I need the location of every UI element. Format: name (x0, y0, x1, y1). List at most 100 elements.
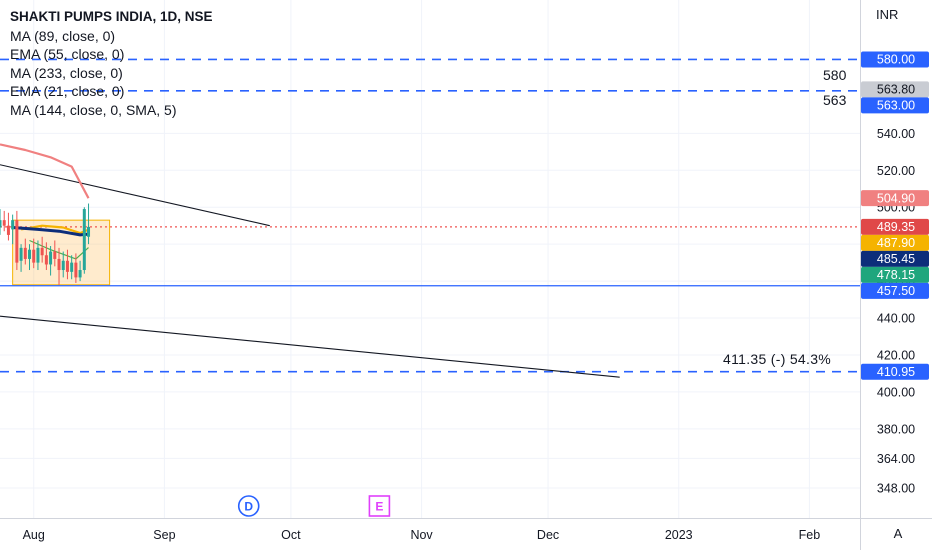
candle-body (28, 249, 32, 259)
candlestick[interactable] (70, 255, 74, 280)
earnings-marker-box (368, 495, 391, 517)
price-axis-tick-label: 440.00 (877, 312, 915, 326)
time-axis-tick-label: Dec (537, 528, 559, 542)
candlestick[interactable] (44, 242, 48, 271)
time-axis-tick-label: Oct (281, 528, 301, 542)
trendlines-layer[interactable] (0, 164, 620, 378)
indicator-ema21-label[interactable]: EMA (21, close, 0) (10, 83, 125, 99)
candle-body (49, 251, 53, 265)
candle-body (61, 260, 65, 271)
candlestick[interactable] (2, 210, 6, 232)
candlestick[interactable] (65, 249, 69, 280)
price-badge-label: 580.00 (877, 53, 915, 67)
candlestick[interactable] (78, 260, 82, 282)
price-badge: 489.35 (861, 218, 929, 235)
candle-body (57, 258, 61, 271)
price-badge-label: 457.50 (877, 284, 915, 298)
candlestick[interactable] (82, 207, 86, 274)
earnings-event-marker[interactable]: E (368, 495, 391, 517)
chart-grid (0, 0, 860, 518)
candlestick[interactable] (49, 246, 53, 276)
indicator-ma144-label[interactable]: MA (144, close, 0, SMA, 5) (10, 101, 177, 118)
trendline[interactable] (0, 164, 270, 227)
candlestick[interactable] (57, 247, 61, 285)
candle-body (2, 220, 6, 226)
candlestick[interactable] (19, 244, 23, 272)
candlestick[interactable] (28, 244, 32, 271)
price-badge: 410.95 (861, 363, 929, 380)
price-badges-layer: 580.00 563.80 563.00 504.90 489.35 487.90 485.… (861, 51, 929, 380)
candlestick[interactable] (40, 236, 44, 263)
candle-body (23, 247, 27, 259)
candlestick[interactable] (36, 240, 40, 271)
price-badge-label: 504.90 (877, 191, 915, 205)
price-badge-background (861, 250, 929, 267)
price-axis-tick-label: 540.00 (877, 127, 915, 141)
dividend-event-marker[interactable]: D (237, 495, 260, 517)
candlesticks-layer[interactable] (0, 203, 91, 285)
candle-body (32, 249, 36, 263)
indicator-ma233-label[interactable]: MA (233, close, 0) (10, 64, 123, 81)
candle-body (53, 251, 57, 259)
price-badge-label: 478.15 (877, 268, 915, 282)
price-axis-tick-label: 364.00 (877, 452, 915, 466)
level-580-note: 580 (823, 67, 847, 83)
candlestick[interactable] (32, 238, 36, 269)
indicator-ema55-label[interactable]: EMA (55, close, 0) (10, 46, 125, 62)
price-axis-tick-label: 380.00 (877, 422, 915, 436)
price-badge: 563.00 (861, 97, 929, 114)
price-badge: 504.90 (861, 190, 929, 207)
candlestick[interactable] (0, 209, 2, 235)
price-badge-label: 563.00 (877, 99, 915, 113)
candlestick[interactable] (11, 214, 15, 245)
indicator-ma89-label[interactable]: MA (89, close, 0) (10, 27, 116, 44)
candle-body (40, 247, 44, 256)
price-axis-tick-label: 400.00 (877, 385, 915, 399)
price-axis-tick-label: 520.00 (877, 164, 915, 178)
candle-body (19, 247, 23, 261)
candle-body (87, 226, 91, 237)
candle-body (78, 270, 82, 278)
target-projection-text: 411.35 (-) 54.3% (723, 351, 832, 367)
price-badge-background (861, 266, 929, 283)
time-axis-tick-label: Nov (410, 528, 433, 542)
dividend-marker-label: D (244, 500, 253, 514)
candle-body (44, 255, 48, 265)
auto-scale-button[interactable]: A (893, 526, 903, 541)
price-badge-background (861, 97, 929, 114)
candlestick[interactable] (74, 253, 78, 283)
price-badge-label: 485.45 (877, 252, 915, 266)
dividend-marker-circle (237, 495, 260, 517)
price-badge-background (861, 282, 929, 299)
price-axis-tick-label: 348.00 (877, 481, 915, 495)
symbol-title[interactable]: SHAKTI PUMPS INDIA, 1D, NSE (10, 9, 213, 24)
candlestick[interactable] (53, 240, 57, 267)
price-badge-background (861, 363, 929, 380)
price-badge-background (861, 218, 929, 235)
horizontal-levels-layer[interactable] (0, 58, 860, 373)
time-axis-tick-label: Sep (153, 528, 175, 542)
price-badge-background (861, 81, 929, 98)
time-axis-tick-label: Aug (23, 528, 45, 542)
price-badge-label: 489.35 (877, 220, 915, 234)
candlestick[interactable] (87, 203, 91, 245)
price-badge-label: 563.80 (877, 83, 915, 97)
candlestick[interactable] (15, 210, 19, 271)
price-badge: 487.90 (861, 234, 929, 251)
chart-legend: SHAKTI PUMPS INDIA, 1D, NSE MA (89, clos… (10, 8, 213, 119)
candle-body (82, 209, 86, 271)
candlestick[interactable] (61, 251, 65, 278)
moving-average-line (0, 143, 90, 199)
trendline[interactable] (0, 315, 620, 378)
candlestick[interactable] (6, 212, 10, 241)
candlestick[interactable] (23, 238, 27, 265)
price-badge-background (861, 190, 929, 207)
candle-body (36, 247, 40, 263)
price-badge: 563.80 (861, 81, 929, 98)
price-badge: 485.45 (861, 250, 929, 267)
candle-body (15, 220, 19, 263)
price-badge-background (861, 51, 929, 68)
time-axis-tick-label: 2023 (665, 528, 693, 542)
